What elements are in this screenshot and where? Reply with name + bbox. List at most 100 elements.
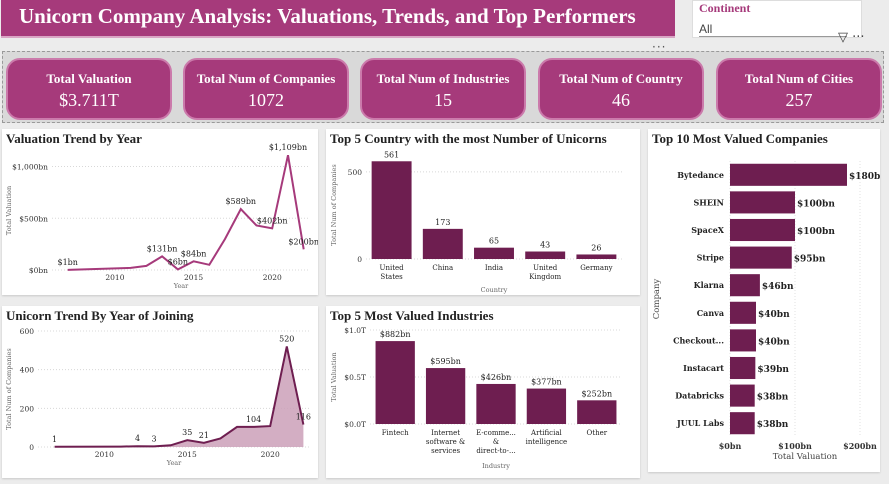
x-tick-label: $200bn xyxy=(843,441,877,451)
bar xyxy=(730,412,755,435)
y-axis-title: Company xyxy=(652,279,662,320)
data-label: $46bn xyxy=(762,282,794,292)
y-axis-title: Total Valuation xyxy=(5,186,13,235)
y-tick-label: $1.0T xyxy=(344,326,366,335)
kpi-card-total-country: Total Num of Country 46 xyxy=(538,58,704,120)
kpi-card-total-industries: Total Num of Industries 15 xyxy=(360,58,526,120)
data-label: $589bn xyxy=(225,197,256,206)
bar xyxy=(474,247,514,259)
bar xyxy=(425,368,466,424)
y-tick-label: $0.5T xyxy=(344,373,366,382)
x-tick-label: 2010 xyxy=(105,273,124,282)
bar xyxy=(476,383,516,424)
category-label: E-comme... xyxy=(476,429,516,437)
bar xyxy=(576,254,617,259)
more-options-icon[interactable]: ··· xyxy=(652,40,667,54)
category-label: Bytedance xyxy=(677,170,724,180)
bar xyxy=(525,251,566,259)
x-axis-title: Country xyxy=(481,286,508,294)
category-label: services xyxy=(431,447,460,455)
bar xyxy=(730,191,795,214)
data-label: $426bn xyxy=(481,373,512,382)
kpi-row: Total Valuation $3.711T Total Num of Com… xyxy=(2,51,884,123)
y-tick-label: 500 xyxy=(348,168,363,177)
top-countries-chart: 0500561UnitedStates173China65India43Unit… xyxy=(330,150,622,294)
kpi-label: Total Num of Industries xyxy=(376,71,510,86)
top-companies-chart: $0bn $100bn $200bn Bytedance $180bn SHEIN $100… xyxy=(652,161,880,462)
y-tick-label: $500bn xyxy=(19,214,48,223)
data-label: 3 xyxy=(152,434,157,443)
top-countries-panel: Top 5 Country with the most Number of Un… xyxy=(326,129,640,295)
x-tick-label: $0bn xyxy=(719,441,742,451)
data-label: $1,109bn xyxy=(269,143,307,152)
category-label: SHEIN xyxy=(694,197,725,207)
kpi-value: 15 xyxy=(434,90,452,110)
kpi-label: Total Valuation xyxy=(46,71,132,86)
data-label: 1 xyxy=(52,435,57,444)
data-label: 21 xyxy=(199,431,209,440)
x-axis-title: Year xyxy=(173,282,189,290)
data-label: 104 xyxy=(246,415,261,424)
data-label: 561 xyxy=(384,150,399,159)
category-label: & xyxy=(493,438,499,446)
data-label: $84bn xyxy=(181,249,207,258)
bar xyxy=(730,246,792,269)
data-label: $252bn xyxy=(581,389,612,398)
filter-icon[interactable]: ▽ xyxy=(838,30,848,45)
category-label: Kingdom xyxy=(529,273,561,281)
top-industries-panel: Top 5 Most Valued Industries $0.0T $0.5T $… xyxy=(326,306,640,478)
data-label: $377bn xyxy=(531,378,562,387)
y-tick-label: 400 xyxy=(20,366,35,375)
category-label: Germany xyxy=(580,264,612,272)
category-label: Klarna xyxy=(694,280,724,290)
unicorn-trend-chart: 0 200 400 600 2010 2015 2020 Year Total Num of C… xyxy=(5,327,311,467)
y-tick-label: 0 xyxy=(29,443,34,452)
top-companies-panel: Top 10 Most Valued Companies $0bn $100bn $… xyxy=(648,129,880,472)
y-axis-title: Total Num of Companies xyxy=(330,164,338,245)
kpi-value: $3.711T xyxy=(59,90,119,110)
category-label: SpaceX xyxy=(691,225,725,235)
category-label: Canva xyxy=(697,308,724,318)
more-options-icon[interactable]: ··· xyxy=(852,30,865,45)
category-label: Artificial xyxy=(530,429,562,437)
chart-title: Top 5 Most Valued Industries xyxy=(330,308,494,323)
data-label: $180bn xyxy=(849,172,880,182)
series-line xyxy=(54,346,305,448)
category-label: Databricks xyxy=(675,391,724,401)
continent-slicer[interactable]: Continent All xyxy=(692,0,862,38)
x-axis-title: Total Valuation xyxy=(773,452,838,462)
chart-title: Top 5 Country with the most Number of Un… xyxy=(330,131,607,146)
x-axis-title: Year xyxy=(166,459,182,467)
chart-title: Top 10 Most Valued Companies xyxy=(652,131,828,146)
data-label: 520 xyxy=(279,334,294,343)
data-label: $100bn xyxy=(797,199,835,209)
kpi-label: Total Num of Country xyxy=(559,71,683,86)
x-tick-label: 2010 xyxy=(95,450,114,459)
kpi-value: 46 xyxy=(612,90,630,110)
kpi-card-total-companies: Total Num of Companies 1072 xyxy=(183,58,349,120)
x-tick-label: 2020 xyxy=(263,273,282,282)
chart-title: Unicorn Trend By Year of Joining xyxy=(6,308,194,323)
data-label: 173 xyxy=(435,218,450,227)
slicer-selected-value[interactable]: All xyxy=(699,22,847,37)
kpi-label: Total Num of Companies xyxy=(196,71,336,86)
data-label: 65 xyxy=(489,237,499,246)
dashboard-title: Unicorn Company Analysis: Valuations, Tr… xyxy=(1,0,675,38)
bar xyxy=(730,356,756,380)
y-tick-label: $0.0T xyxy=(344,420,366,429)
data-label: $882bn xyxy=(380,330,411,339)
category-label: Internet xyxy=(431,429,460,437)
category-label: China xyxy=(432,264,453,272)
data-label: $38bn xyxy=(757,393,789,403)
category-label: JUUL Labs xyxy=(676,418,725,428)
data-label: $40bn xyxy=(758,337,790,347)
data-label: $40bn xyxy=(758,310,790,320)
data-label: 4 xyxy=(135,434,140,443)
data-label: 35 xyxy=(182,428,192,437)
bar xyxy=(730,329,756,352)
category-label: India xyxy=(485,264,503,272)
y-axis-title: Total Valuation xyxy=(330,352,338,401)
category-label: United xyxy=(380,264,405,272)
category-label: States xyxy=(380,273,403,281)
